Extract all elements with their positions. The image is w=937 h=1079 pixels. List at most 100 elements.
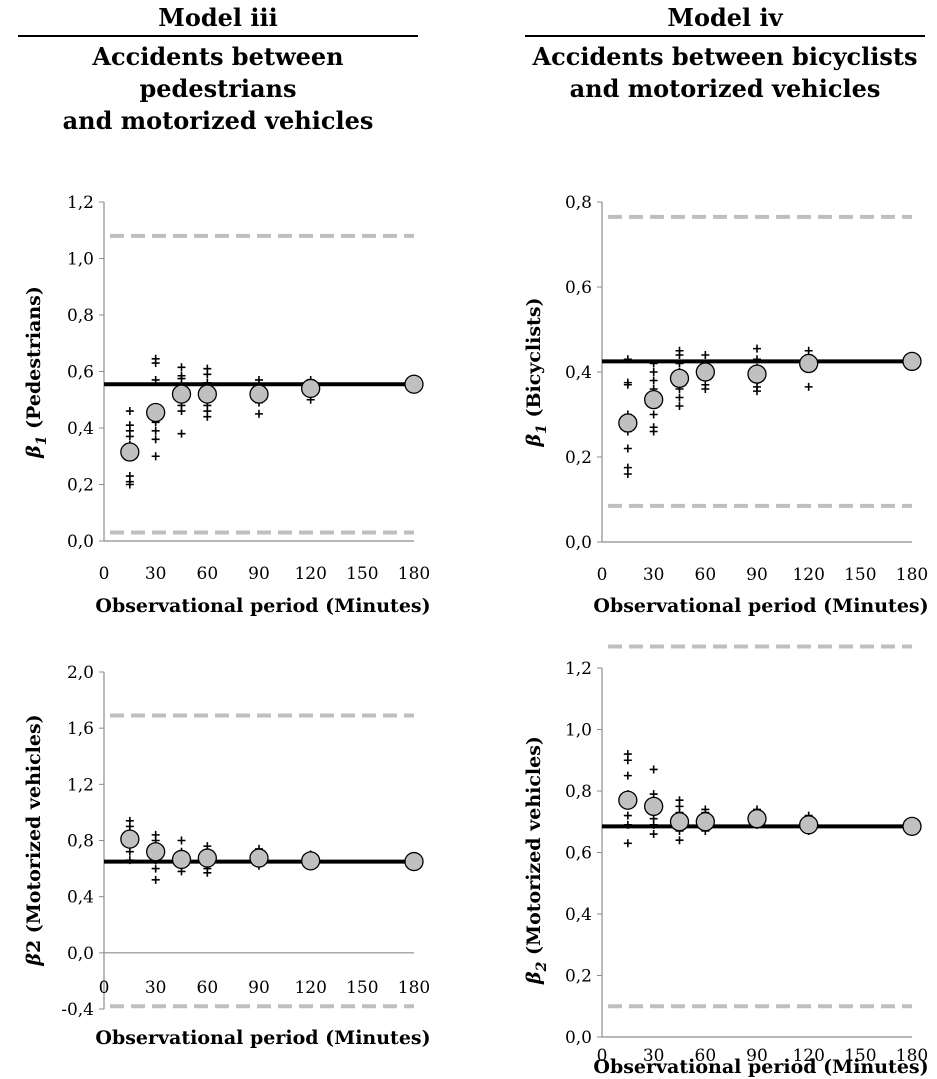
mean-point	[747, 364, 767, 384]
x-tick-label: 150	[346, 564, 378, 584]
sample-point	[649, 376, 658, 385]
x-tick-label: 0	[99, 978, 110, 998]
y-axis-label: β2 (Motorized vehicles)	[23, 714, 45, 966]
y-axis-label-subscript: 2	[534, 961, 550, 972]
mean-point	[197, 848, 217, 868]
mean-point	[171, 849, 192, 870]
sample-point	[125, 407, 134, 416]
mean-point	[618, 790, 638, 810]
mean-point	[799, 353, 819, 374]
mean-point	[902, 816, 922, 837]
y-tick-label: 0,4	[67, 888, 94, 908]
model-description-line-2: and motorized vehicles	[569, 73, 881, 103]
x-tick-label: 180	[398, 564, 430, 584]
sample-point	[649, 423, 658, 432]
mean-point	[644, 796, 664, 817]
x-tick-label: 180	[896, 1046, 928, 1066]
chart-panel-3: -0,4 0,0 0,4 0,8 1,2 1,6 2,0 0 30 60 90 120 150 180 Ob…	[23, 663, 431, 1049]
mean-point	[669, 368, 690, 389]
x-tick-label: 150	[346, 978, 378, 998]
sample-point	[151, 354, 160, 363]
chart-panel-2: 0,0 0,2 0,4 0,6 0,8 0 30 60 90 120 150 180 Observati…	[523, 193, 929, 617]
x-tick-label: 120	[294, 564, 326, 584]
header-model-iii: Model iii Accidents between pedestrians …	[18, 2, 418, 137]
sample-point	[649, 368, 658, 376]
x-tick-label: 0	[597, 565, 608, 585]
sample-point	[623, 811, 632, 820]
sample-point	[125, 472, 134, 481]
x-tick-label: 150	[844, 1046, 876, 1066]
model-label: Model iv	[667, 3, 783, 32]
sample-point	[701, 380, 710, 389]
y-tick-label: 0,8	[565, 782, 592, 802]
x-tick-label: 120	[792, 565, 824, 585]
x-tick-label: 90	[248, 564, 270, 584]
y-tick-label: 0,8	[565, 193, 592, 213]
mean-point	[249, 384, 269, 404]
y-tick-label: 0,0	[565, 1028, 592, 1048]
mean-point	[644, 389, 664, 410]
x-tick-label: 150	[844, 565, 876, 585]
sample-point	[753, 355, 761, 364]
y-tick-label: 1,2	[67, 193, 94, 213]
x-tick-label: 90	[746, 565, 768, 585]
model-description-line-2: and motorized vehicles	[62, 105, 374, 135]
sample-point	[623, 820, 632, 829]
sample-point	[177, 429, 186, 438]
sample-point	[675, 346, 684, 355]
sample-point	[623, 771, 632, 780]
y-tick-label: -0,4	[61, 1000, 94, 1020]
x-tick-label: 60	[197, 978, 219, 998]
sample-point	[151, 435, 160, 444]
sample-point	[203, 364, 212, 373]
x-tick-label: 30	[145, 564, 167, 584]
x-tick-label: 30	[643, 1046, 665, 1066]
chart-panel-1: 0,0 0,2 0,4 0,6 0,8 1,0 1,2 0 30 60 90 120 150 180 Obs…	[23, 193, 431, 617]
y-tick-label: 0,6	[67, 363, 94, 383]
mean-point	[747, 809, 767, 829]
y-tick-label: 2,0	[67, 663, 94, 683]
x-tick-label: 30	[643, 565, 665, 585]
mean-point	[695, 362, 715, 382]
y-tick-label: 0,2	[565, 448, 592, 468]
sample-point	[125, 856, 134, 865]
x-tick-label: 60	[695, 1046, 717, 1066]
sample-point	[649, 359, 658, 368]
x-tick-label: 60	[695, 565, 717, 585]
chart-panel-4: 0,0 0,2 0,4 0,6 0,8 1,0 1,2 0 30 60 90 120 150 180Obs…	[523, 644, 929, 1078]
y-tick-label: 0,0	[67, 532, 94, 552]
x-axis-label: Observational period (Minutes)	[95, 1027, 430, 1049]
x-tick-label: 30	[145, 978, 167, 998]
sample-point	[675, 402, 684, 410]
x-tick-label: 120	[294, 978, 326, 998]
x-tick-label: 0	[99, 564, 110, 584]
y-tick-label: 1,2	[67, 775, 94, 795]
y-axis-label-symbol: β	[23, 445, 45, 459]
sample-point	[177, 836, 186, 845]
model-label: Model iii	[158, 3, 278, 32]
mean-point	[404, 374, 424, 394]
mean-point	[669, 812, 690, 832]
sample-point	[649, 765, 658, 774]
sample-point	[177, 371, 186, 380]
sample-point	[675, 393, 684, 402]
y-axis-label-symbol: β	[523, 434, 545, 448]
y-axis-label-text: 2 (Motorized vehicles)	[23, 714, 45, 953]
sample-point	[804, 382, 813, 391]
sample-point	[151, 452, 160, 461]
mean-point	[695, 812, 715, 832]
sample-point	[675, 836, 684, 845]
sample-point	[753, 344, 761, 353]
sample-point	[623, 355, 632, 364]
y-axis-label-subscript: 1	[534, 424, 550, 434]
sample-point	[701, 351, 710, 359]
sample-point	[151, 864, 160, 873]
y-tick-label: 0,6	[565, 278, 592, 298]
x-tick-label: 60	[197, 564, 219, 584]
mean-point	[618, 413, 638, 433]
x-tick-label: 120	[792, 1046, 824, 1066]
mean-point	[146, 402, 166, 423]
sample-point	[125, 421, 134, 430]
y-tick-label: 0,0	[565, 533, 592, 553]
